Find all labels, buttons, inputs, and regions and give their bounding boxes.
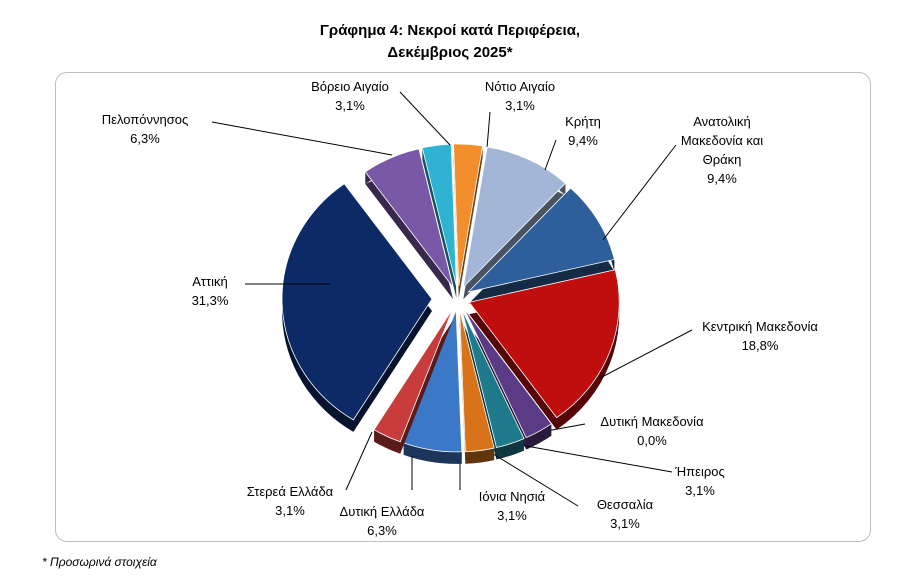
slice-label-value: 6,3%: [367, 523, 397, 538]
slice-label-name: Δυτική Μακεδονία: [600, 414, 704, 429]
slice-label-name: Θράκη: [702, 152, 742, 167]
chart-frame: [55, 72, 871, 542]
slice-label: Ανατολική Μακεδονία και Θράκη 9,4%: [681, 112, 763, 188]
pie-slice-top: [467, 187, 615, 293]
slice-label-value: 18,8%: [741, 338, 779, 353]
slice-label-value: 6,3%: [130, 131, 160, 146]
chart-title-line2: Δεκέμβριος 2025*: [387, 44, 513, 61]
pie-slice-top: [462, 146, 567, 289]
slice-label: Ήπειρος 3,1%: [675, 462, 724, 500]
pie-slice-top: [373, 308, 454, 443]
pie-slice-2: [467, 187, 615, 304]
leader-line: [599, 329, 693, 379]
pie-slice-12: [421, 143, 457, 299]
chart-title-line1: Γράφημα 4: Νεκροί κατά Περιφέρεια,: [319, 22, 581, 39]
slice-label-value: 3,1%: [275, 503, 305, 518]
pie-slice-5: [463, 308, 552, 450]
slice-label-value: 3,1%: [610, 516, 640, 531]
slice-label-value: 3,1%: [497, 508, 527, 523]
slice-label-value: 31,3%: [191, 293, 229, 308]
pie-slice-0: [453, 143, 484, 299]
slice-label-name: Δυτική Ελλάδα: [339, 504, 425, 519]
leader-line: [211, 121, 393, 156]
leader-line: [345, 431, 373, 491]
pie-slice-7: [459, 309, 495, 464]
leader-line: [514, 443, 673, 473]
pie-slice-top: [468, 269, 620, 419]
pie-slice-top: [281, 183, 433, 421]
slice-label-name: Κεντρική Μακεδονία: [702, 319, 818, 334]
leader-line: [486, 111, 491, 149]
slice-label-name: Πελοπόννησος: [101, 112, 189, 127]
slice-label-name: Στερεά Ελλάδα: [246, 484, 334, 499]
slice-label: Θεσσαλία 3,1%: [597, 495, 653, 533]
leader-line: [399, 91, 451, 146]
slice-label: Δυτική Ελλάδα 6,3%: [340, 502, 425, 540]
pie-slice-top: [459, 309, 495, 453]
slice-label-name: Μακεδονία και: [680, 133, 764, 148]
leader-line: [489, 451, 579, 507]
slice-label-value: 3,1%: [335, 98, 365, 113]
slice-label-name: Νότιο Αιγαίο: [484, 79, 556, 94]
leader-line: [544, 139, 557, 171]
slice-label: Νότιο Αιγαίο 3,1%: [485, 77, 555, 115]
pie-slice-1: [462, 146, 567, 300]
slice-label-name: Ήπειρος: [675, 464, 725, 479]
pie-slice-top: [463, 308, 552, 439]
leader-line: [602, 144, 677, 241]
footnote: * Προσωρινά στοιχεία: [42, 555, 157, 569]
slice-label-name: Βόρειο Αιγαίο: [311, 79, 389, 94]
slice-label-value: 9,4%: [707, 171, 737, 186]
pie-slice-top: [421, 143, 457, 287]
slice-label-value: 0,0%: [637, 433, 667, 448]
slice-label: Στερεά Ελλάδα 3,1%: [247, 482, 333, 520]
slice-label: Βόρειο Αιγαίο 3,1%: [311, 77, 389, 115]
slice-label-name: Ιόνια Νησιά: [478, 489, 546, 504]
slice-label-value: 3,1%: [505, 98, 535, 113]
slice-label-name: Αττική: [192, 274, 228, 289]
slice-label: Κεντρική Μακεδονία 18,8%: [702, 317, 818, 355]
pie-slice-6: [461, 309, 525, 460]
slice-label-value: 3,1%: [685, 483, 715, 498]
pie-slice-top: [364, 148, 454, 288]
slice-label: Ιόνια Νησιά 3,1%: [479, 487, 545, 525]
slice-label: Κρήτη 9,4%: [565, 112, 601, 150]
slice-label: Δυτική Μακεδονία 0,0%: [600, 412, 703, 450]
pie-slice-3: [468, 269, 620, 430]
slice-label-value: 9,4%: [568, 133, 598, 148]
slice-label-name: Ανατολική: [693, 114, 751, 129]
pie-slice-10: [281, 183, 433, 432]
pie-slice-top: [453, 143, 484, 287]
pie-slice-top: [461, 309, 525, 449]
pie-slice-11: [364, 148, 454, 300]
pie-slice-9: [373, 308, 454, 454]
pie-slice-8: [403, 309, 463, 464]
slice-label-name: Κρήτη: [565, 114, 601, 129]
slice-label-name: Θεσσαλία: [596, 497, 654, 512]
slice-label: Αττική 31,3%: [192, 272, 229, 310]
slice-label: Πελοπόννησος 6,3%: [102, 110, 188, 148]
